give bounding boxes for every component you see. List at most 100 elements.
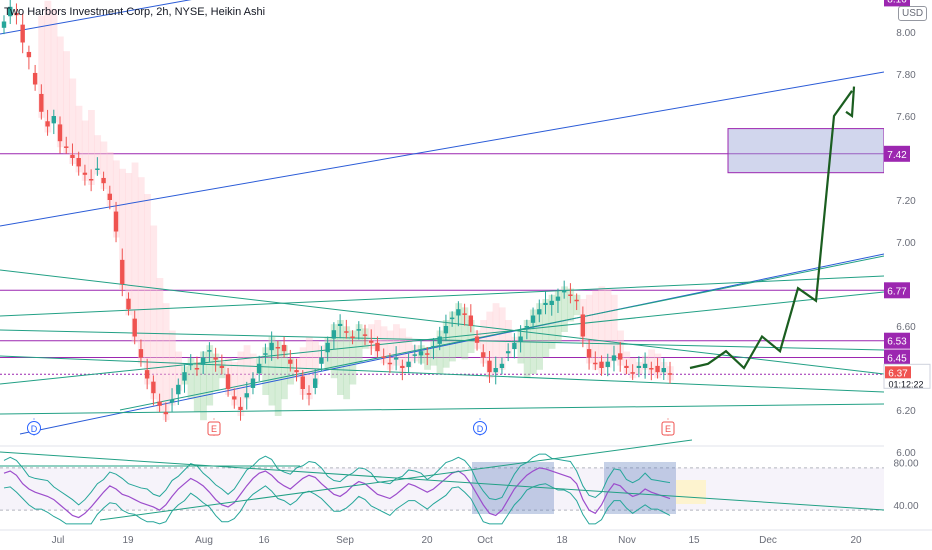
event-marker-label: E: [665, 424, 671, 434]
trendline-blue[interactable]: [0, 0, 300, 35]
dividend-marker[interactable]: [473, 421, 487, 435]
ichimoku-cloud-segment: [237, 351, 245, 416]
ichimoku-cloud-segment: [249, 353, 257, 385]
ichimoku-cloud-segment: [349, 330, 357, 385]
candle-body: [331, 330, 337, 339]
time-tick-label: 19: [122, 535, 134, 546]
candle-body: [468, 315, 474, 326]
ichimoku-cloud-segment: [162, 303, 170, 421]
ichimoku-cloud-segment: [38, 15, 46, 118]
ichimoku-cloud-segment: [305, 336, 313, 400]
bar-countdown: 01:12:22: [888, 379, 923, 389]
ichimoku-cloud-segment: [337, 320, 344, 395]
candle-body: [232, 396, 237, 400]
candle-body: [350, 336, 355, 338]
rsi-highlight-box[interactable]: [472, 462, 554, 514]
time-tick-label: Dec: [759, 535, 777, 546]
trendline-teal[interactable]: [0, 403, 885, 415]
candle-body: [138, 349, 144, 358]
candle-body: [207, 350, 212, 352]
ichimoku-cloud-segment: [554, 290, 562, 343]
trendline-teal[interactable]: [0, 269, 885, 375]
ichimoku-cloud-segment: [498, 307, 506, 370]
price-level-tag-label: 6.53: [887, 337, 907, 348]
trendline-teal[interactable]: [119, 255, 885, 411]
ichimoku-cloud-segment: [150, 225, 158, 400]
candle-body: [144, 370, 150, 379]
candle-body: [462, 313, 467, 315]
candle-body: [176, 384, 181, 395]
candle-body: [624, 365, 629, 368]
rsi-trendline[interactable]: [0, 451, 885, 511]
ichimoku-cloud-segment: [200, 351, 207, 421]
candle-body: [667, 373, 673, 375]
candle-body: [362, 334, 368, 336]
candle-body: [561, 290, 567, 293]
candle-body: [543, 302, 548, 305]
ichimoku-cloud-segment: [119, 168, 126, 290]
last-price-tag: [885, 366, 911, 379]
rsi-highlight-box[interactable]: [604, 462, 676, 514]
candle-body: [225, 374, 231, 389]
candle-body: [387, 362, 393, 365]
ichimoku-cloud-segment: [262, 347, 270, 395]
candle-body: [586, 349, 592, 358]
ichimoku-cloud-segment: [206, 345, 214, 406]
candle-body: [449, 317, 455, 320]
ichimoku-cloud-segment: [193, 362, 201, 412]
candle-body: [537, 309, 542, 315]
trendline-blue[interactable]: [19, 253, 885, 435]
rsi-line[interactable]: [3, 467, 671, 519]
candle-body: [337, 323, 343, 326]
price-level-tag: [884, 0, 910, 7]
earnings-marker[interactable]: [207, 421, 221, 436]
price-tick-label: 6.60: [896, 322, 916, 333]
ichimoku-cloud-segment: [63, 51, 70, 154]
projection-path[interactable]: [689, 90, 853, 370]
candle-body: [113, 211, 119, 232]
candle-body: [487, 360, 492, 373]
ichimoku-cloud-segment: [144, 194, 151, 385]
target-zone[interactable]: [727, 128, 885, 174]
candle-body: [163, 412, 169, 415]
price-level-tag-label: 7.42: [887, 150, 907, 161]
trendline-teal[interactable]: [0, 275, 885, 317]
candle-body: [107, 193, 113, 200]
candle-body: [88, 179, 94, 181]
candle-body: [406, 361, 411, 367]
ichimoku-cloud-segment: [156, 278, 164, 412]
price-axis[interactable]: [884, 0, 932, 550]
candle-body: [95, 168, 100, 170]
candle-body: [425, 353, 430, 355]
ichimoku-cloud-segment: [168, 330, 176, 406]
candle-body: [51, 116, 56, 124]
rsi-tick-label: 80.00: [893, 459, 918, 470]
ichimoku-cloud-segment: [100, 141, 108, 190]
earnings-marker[interactable]: [661, 421, 675, 436]
ichimoku-cloud-segment: [81, 120, 89, 181]
time-tick-label: Aug: [195, 535, 213, 546]
candle-body: [1, 21, 7, 28]
currency-button[interactable]: USD: [898, 6, 928, 21]
candle-body: [400, 365, 405, 368]
candle-body: [14, 13, 19, 16]
ichimoku-cloud-segment: [455, 303, 463, 358]
candle-body: [300, 376, 305, 389]
rsi-lower-envelope: [3, 483, 671, 525]
candle-body: [437, 336, 442, 344]
dividend-marker[interactable]: [27, 421, 41, 435]
ichimoku-cloud-segment: [480, 320, 487, 364]
rsi-projection-box: [676, 480, 706, 504]
trendline-blue[interactable]: [0, 71, 885, 227]
candle-body: [219, 365, 225, 368]
rsi-trendline[interactable]: [99, 439, 693, 521]
rsi-tick-label: 40.00: [893, 501, 918, 512]
candle-body: [344, 331, 349, 333]
candle-body: [393, 357, 399, 360]
candle-body: [431, 345, 436, 348]
event-marker-label: D: [31, 424, 38, 434]
trendline-teal[interactable]: [0, 329, 885, 351]
ichimoku-cloud-segment: [536, 303, 544, 370]
